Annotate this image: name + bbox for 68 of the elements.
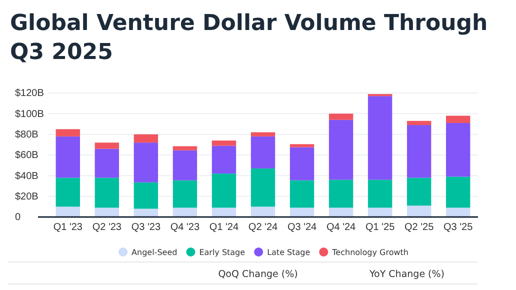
bar	[56, 136, 80, 178]
x-tick-label: Q1 '25	[365, 222, 396, 233]
x-tick-label: Q3 '24	[287, 222, 318, 233]
bar	[172, 150, 198, 180]
y-tick-label: $120B	[15, 88, 44, 100]
bar	[290, 180, 314, 208]
text: QoQ Change (%)	[218, 269, 298, 280]
bar	[328, 208, 354, 217]
bar	[368, 180, 392, 208]
y-tick-label: $40B	[15, 170, 39, 182]
bar	[290, 147, 314, 180]
bar	[446, 176, 470, 208]
bar	[406, 178, 432, 206]
bar	[328, 120, 354, 180]
x-tick-label: Q3 '25	[444, 222, 474, 233]
bar	[56, 129, 80, 136]
bar	[250, 168, 276, 207]
legend-label: Angel-Seed	[132, 248, 178, 257]
bar	[446, 122, 470, 177]
bar	[134, 134, 158, 143]
y-tick-label: $20B	[15, 192, 39, 203]
x-tick-label: Q2 '24	[248, 222, 278, 233]
bar	[290, 208, 314, 217]
bar	[212, 174, 236, 208]
bar	[212, 208, 236, 217]
bar	[406, 206, 432, 217]
bar	[94, 208, 120, 217]
chart-title: Global Venture Dollar Volume Through Q3 2025	[10, 11, 488, 65]
bar	[94, 178, 120, 208]
bar	[328, 180, 354, 208]
text: YoY Change (%)	[368, 269, 445, 280]
bar	[446, 208, 470, 217]
bar	[406, 120, 432, 126]
bar	[134, 208, 158, 217]
bar	[172, 180, 198, 208]
bar	[172, 146, 198, 150]
x-tick-label: Q3 '23	[131, 222, 161, 233]
bar	[290, 144, 314, 148]
bar	[134, 142, 158, 182]
bar	[250, 206, 276, 217]
legend-label: Early Stage	[199, 248, 246, 257]
bar	[368, 208, 392, 217]
bar	[94, 142, 120, 149]
bar	[250, 132, 276, 136]
y-tick-label: $80B	[15, 130, 39, 141]
bar	[56, 178, 80, 207]
x-tick-label: Q2 '25	[404, 222, 434, 233]
x-tick-label: Q2 '23	[92, 222, 122, 233]
x-tick-label: Q4 '24	[326, 222, 356, 233]
bar	[250, 136, 276, 168]
bar	[212, 140, 236, 146]
bar	[368, 96, 392, 180]
bar	[94, 148, 120, 178]
legend-label: Technology Growth	[331, 248, 408, 257]
bar	[134, 182, 158, 209]
x-tick-label: Q1 '23	[53, 222, 83, 233]
bar	[446, 116, 470, 123]
bar	[212, 146, 236, 174]
legend-label: Late Stage	[267, 248, 310, 257]
y-tick-label: 0	[15, 212, 21, 224]
bar	[328, 114, 354, 120]
y-tick-label: $60B	[15, 150, 39, 162]
x-tick-label: Q1 '24	[209, 222, 239, 233]
bar	[406, 125, 432, 178]
x-tick-label: Q4 '23	[170, 222, 200, 233]
bar	[172, 208, 198, 217]
y-tick-label: $100B	[15, 108, 44, 120]
bar	[56, 206, 80, 217]
